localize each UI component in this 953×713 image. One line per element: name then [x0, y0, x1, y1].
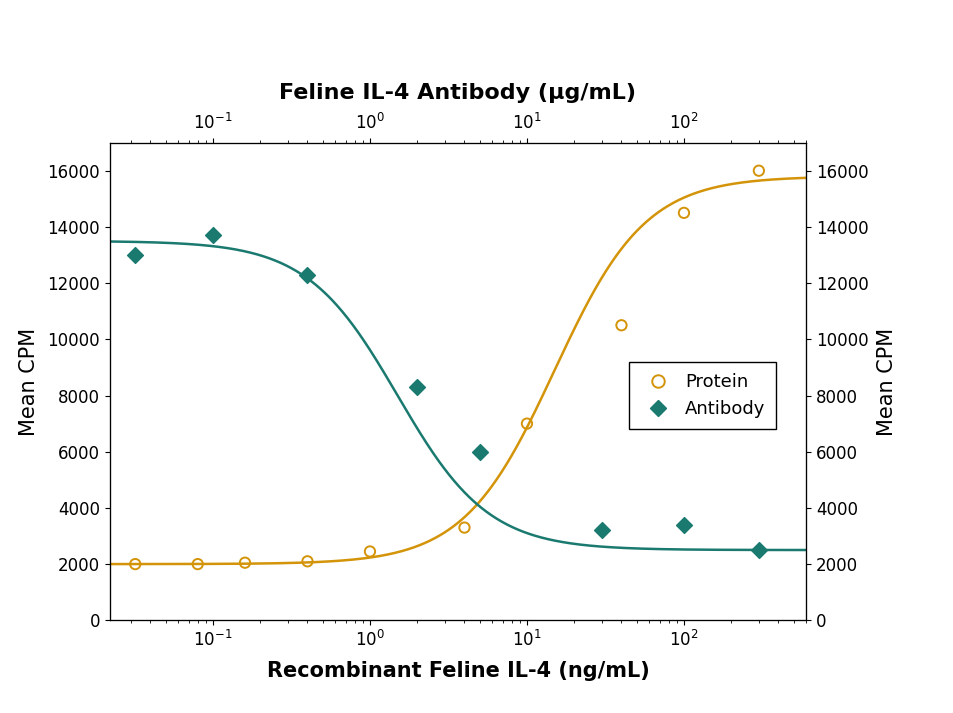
Point: [750, 544, 765, 555]
X-axis label: Feline IL-4 Antibody (μg/mL): Feline IL-4 Antibody (μg/mL): [279, 83, 636, 103]
Point: [128, 558, 143, 570]
Point: [676, 207, 691, 219]
Point: [190, 558, 205, 570]
Point: [362, 545, 377, 557]
Point: [472, 446, 487, 458]
Point: [299, 555, 314, 567]
Point: [237, 557, 253, 568]
Y-axis label: Mean CPM: Mean CPM: [19, 327, 39, 436]
X-axis label: Recombinant Feline IL-4 (ng/mL): Recombinant Feline IL-4 (ng/mL): [266, 661, 649, 681]
Point: [594, 525, 609, 536]
Point: [518, 418, 534, 429]
Point: [205, 230, 220, 241]
Y-axis label: Mean CPM: Mean CPM: [876, 327, 896, 436]
Point: [299, 269, 314, 280]
Legend: Protein, Antibody: Protein, Antibody: [628, 362, 776, 429]
Point: [456, 522, 472, 533]
Point: [676, 519, 691, 530]
Point: [409, 381, 424, 393]
Point: [613, 319, 628, 331]
Point: [128, 250, 143, 261]
Point: [750, 165, 765, 176]
